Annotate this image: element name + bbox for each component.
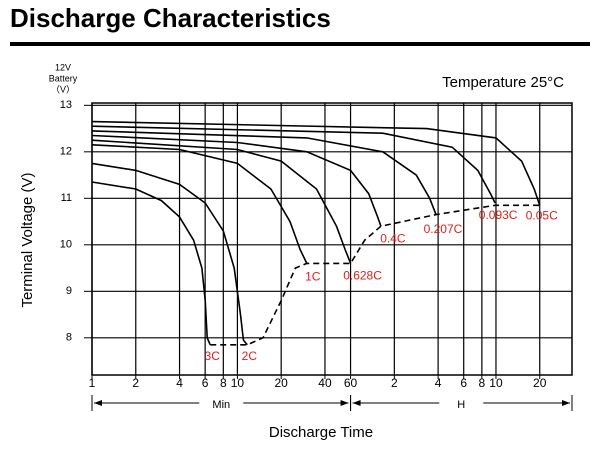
discharge-curve — [91, 134, 382, 227]
arrow-head — [94, 400, 102, 406]
plot-frame — [91, 102, 573, 376]
arrow-head — [340, 400, 349, 406]
x-tick-label: 6 — [460, 376, 467, 390]
discharge-curve — [91, 139, 352, 264]
discharge-curve — [91, 181, 211, 346]
y-axis-title: Terminal Voltage (V) — [19, 172, 36, 307]
chart-title: Discharge Characteristics — [10, 3, 331, 33]
x-tick-label: 4 — [176, 376, 183, 390]
curve-label: 2C — [242, 349, 258, 363]
y-unit: Battery — [49, 73, 78, 83]
x-tick-label: 2 — [391, 376, 398, 390]
y-tick-label: 12 — [60, 146, 72, 158]
cutoff-curve — [210, 204, 540, 346]
y-tick-label: 11 — [61, 192, 72, 204]
y-tick-label: 8 — [66, 332, 72, 344]
y-unit: （V） — [51, 84, 75, 94]
curve-label: 0.05C — [526, 208, 558, 222]
arrow-head — [352, 400, 361, 406]
x-axis-title: Discharge Time — [269, 424, 373, 441]
x-tick-label: 4 — [435, 376, 442, 390]
group-label: Min — [212, 399, 230, 411]
y-unit: 12V — [55, 62, 71, 72]
x-tick-label: 1 — [89, 376, 96, 390]
x-tick-label: 20 — [275, 376, 289, 390]
discharge-curve — [91, 144, 308, 264]
title-rule — [10, 42, 590, 46]
y-tick-label: 13 — [60, 99, 72, 111]
curve-label: 0.628C — [343, 269, 382, 283]
y-tick-label: 9 — [66, 285, 72, 297]
x-tick-label: 2 — [132, 376, 139, 390]
discharge-curve — [91, 120, 541, 206]
x-tick-label: 40 — [318, 376, 332, 390]
discharge-curve — [91, 130, 437, 215]
group-label: H — [457, 399, 465, 411]
curve-label: 0.093C — [479, 208, 518, 222]
curve-label: 1C — [305, 270, 321, 284]
x-tick-label: 8 — [479, 376, 486, 390]
x-tick-label: 10 — [231, 376, 245, 390]
curve-label: 3C — [205, 349, 221, 363]
x-tick-label: 8 — [220, 376, 227, 390]
discharge-curve — [91, 125, 496, 204]
arrow-head — [562, 400, 570, 406]
discharge-curve — [91, 162, 248, 346]
curve-label: 0.4C — [380, 231, 406, 245]
y-tick-label: 10 — [60, 239, 72, 251]
x-tick-label: 10 — [489, 376, 503, 390]
x-tick-label: 60 — [344, 376, 358, 390]
x-tick-label: 6 — [202, 376, 209, 390]
curve-label: 0.207C — [424, 222, 463, 236]
annotation: Temperature 25°C — [442, 74, 564, 91]
x-tick-label: 20 — [533, 376, 547, 390]
